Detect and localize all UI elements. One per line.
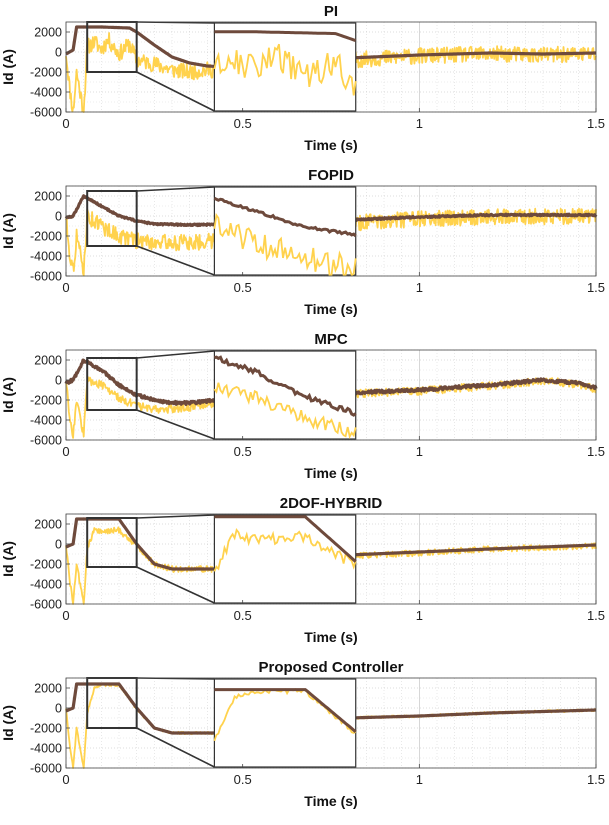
y-tick-label: -2000: [30, 558, 62, 572]
x-tick-label: 0.5: [234, 772, 252, 787]
x-tick-label: 1.5: [587, 116, 605, 131]
y-axis-label: Id (A): [0, 377, 16, 413]
zoom-connector: [136, 71, 215, 112]
zoom-inset: [213, 514, 357, 604]
zoom-window: [86, 357, 138, 411]
chart-title: Proposed Controller: [258, 659, 403, 676]
axes-frame: [65, 677, 597, 769]
x-axis-label: Time (s): [304, 465, 357, 481]
y-tick-label: 0: [55, 374, 62, 388]
chart-title: MPC: [314, 331, 348, 348]
y-tick-label: 0: [55, 46, 62, 60]
y-tick-label: -4000: [30, 578, 62, 592]
y-tick-label: -2000: [30, 230, 62, 244]
x-tick-label: 1.5: [587, 280, 605, 295]
zoom-connector: [136, 409, 215, 440]
x-tick-label: 1: [416, 608, 423, 623]
chart-title: 2DOF-HYBRID: [280, 495, 383, 512]
x-tick-label: 0: [62, 116, 69, 131]
y-tick-label: 2000: [34, 26, 62, 40]
y-tick-label: -2000: [30, 394, 62, 408]
panel-2: 0 0.5 1 1.5 2000 0 -2000 -4000 -6000 FOPID Time (s…: [0, 167, 605, 317]
panel-3: 0 0.5 1 1.5 2000 0 -2000 -4000 -6000 MPC Time (s) I…: [0, 331, 605, 481]
axes-frame: [65, 349, 597, 441]
zoom-inset: [213, 678, 357, 768]
y-tick-label: -6000: [30, 598, 62, 612]
x-tick-label: 0.5: [234, 608, 252, 623]
zoom-connector: [136, 514, 215, 519]
y-tick-label: -6000: [30, 106, 62, 120]
x-tick-label: 0.5: [234, 280, 252, 295]
axes-frame: [65, 21, 597, 113]
inset-reference-line: [213, 196, 357, 238]
axes-frame: [65, 185, 597, 277]
chart-title: FOPID: [308, 167, 354, 184]
x-tick-label: 1.5: [587, 444, 605, 459]
y-axis-label: Id (A): [0, 213, 16, 249]
y-tick-label: -4000: [30, 250, 62, 264]
axes-frame: [65, 513, 597, 605]
x-axis-label: Time (s): [304, 301, 357, 317]
zoom-connector: [136, 566, 215, 604]
zoom-connector: [136, 245, 215, 276]
y-tick-label: 0: [55, 702, 62, 716]
y-tick-label: -6000: [30, 434, 62, 448]
zoom-inset: [213, 186, 357, 276]
y-tick-label: -6000: [30, 270, 62, 284]
x-tick-label: 1.5: [587, 608, 605, 623]
zoom-connector: [136, 350, 215, 359]
y-tick-label: -4000: [30, 86, 62, 100]
x-tick-label: 0: [62, 280, 69, 295]
zoom-connector: [136, 727, 215, 768]
y-tick-label: 0: [55, 538, 62, 552]
y-tick-label: -6000: [30, 762, 62, 776]
x-tick-label: 0: [62, 608, 69, 623]
y-axis-label: Id (A): [0, 49, 16, 85]
zoom-window: [86, 517, 138, 568]
inset-response-line: [213, 212, 357, 277]
y-tick-label: -2000: [30, 722, 62, 736]
panel-4: 0 0.5 1 1.5 2000 0 -2000 -4000 -6000 2DOF-HYBRID T…: [0, 495, 605, 645]
inset-reference-line: [214, 688, 357, 733]
y-axis-label: Id (A): [0, 541, 16, 577]
chart-title: PI: [324, 3, 338, 20]
y-axis-label: Id (A): [0, 705, 16, 741]
x-tick-label: 0: [62, 772, 69, 787]
inset-response-line: [213, 382, 357, 440]
y-tick-label: -2000: [30, 66, 62, 80]
inset-response-line: [213, 43, 357, 96]
x-axis-label: Time (s): [304, 137, 357, 153]
inset-reference-line: [213, 355, 357, 417]
y-tick-label: -4000: [30, 414, 62, 428]
x-tick-label: 0: [62, 444, 69, 459]
x-tick-label: 1: [416, 280, 423, 295]
y-tick-label: 0: [55, 210, 62, 224]
x-tick-label: 1.5: [587, 772, 605, 787]
panel-1: 0 0.5 1 1.5 2000 0 -2000 -4000 -6000 PI Time (s) Id…: [0, 3, 605, 153]
inset-reference-line: [214, 30, 357, 43]
zoom-window: [86, 190, 138, 247]
panel-5: 0 0.5 1 1.5 2000 0 -2000 -4000 -6000 Proposed Con…: [0, 659, 605, 809]
x-axis-label: Time (s): [304, 793, 357, 809]
x-tick-label: 1: [416, 116, 423, 131]
x-tick-label: 1: [416, 772, 423, 787]
y-tick-label: 2000: [34, 518, 62, 532]
inset-response-line: [213, 528, 357, 572]
inset-reference-line: [214, 515, 357, 563]
y-tick-label: 2000: [34, 190, 62, 204]
x-tick-label: 1: [416, 444, 423, 459]
zoom-connector: [136, 186, 215, 192]
y-tick-label: 2000: [34, 354, 62, 368]
x-tick-label: 0.5: [234, 116, 252, 131]
y-tick-label: 2000: [34, 682, 62, 696]
y-tick-label: -4000: [30, 742, 62, 756]
x-axis-label: Time (s): [304, 629, 357, 645]
x-tick-label: 0.5: [234, 444, 252, 459]
